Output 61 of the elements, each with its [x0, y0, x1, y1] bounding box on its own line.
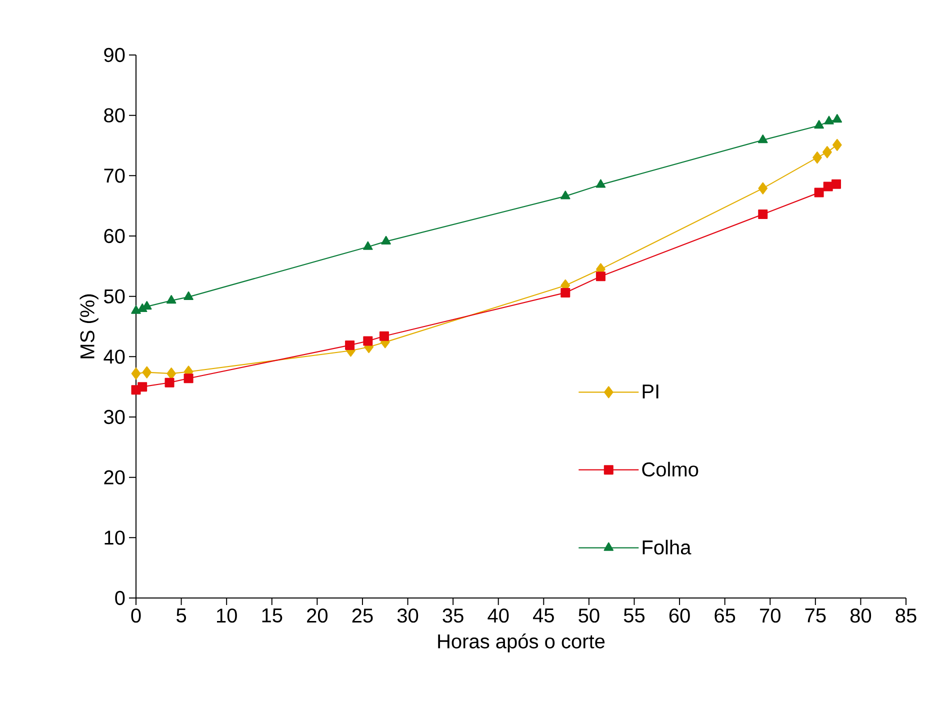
y-tick-label: 70 — [104, 168, 125, 183]
x-tick-label: 45 — [532, 608, 554, 622]
point — [832, 179, 841, 189]
legend-label: Colmo — [642, 462, 698, 477]
x-axis-title: Horas após o corte — [438, 634, 605, 652]
point — [596, 272, 606, 282]
y-tick-label: 0 — [115, 590, 125, 606]
point — [822, 146, 832, 158]
point — [758, 134, 768, 144]
x-tick-label: 0 — [131, 608, 141, 623]
point — [184, 374, 194, 384]
point — [363, 336, 373, 346]
x-tick-label: 65 — [714, 608, 736, 623]
x-tick-label: 85 — [896, 608, 916, 623]
x-tick-label: 70 — [760, 608, 780, 623]
x-tick-label: 5 — [176, 608, 186, 622]
x-tick-label: 55 — [624, 608, 645, 622]
x-tick-label: 50 — [578, 608, 600, 623]
point — [345, 340, 355, 350]
point — [131, 368, 141, 380]
point — [184, 291, 194, 300]
y-axis-title: MS (%) — [80, 294, 98, 358]
point — [812, 152, 822, 164]
point — [138, 382, 148, 392]
legend-label: Folha — [642, 540, 692, 555]
point — [363, 241, 373, 250]
y-tick-label: 90 — [104, 48, 125, 62]
y-tick-label: 50 — [104, 289, 125, 304]
point — [381, 236, 391, 244]
x-tick-label: 35 — [442, 608, 464, 623]
x-tick-label: 25 — [352, 608, 373, 623]
y-tick-label: 20 — [104, 470, 125, 484]
point — [164, 378, 174, 388]
point — [560, 288, 570, 298]
y-tick-label: 40 — [104, 350, 125, 364]
x-tick-label: 30 — [397, 608, 418, 623]
point — [142, 366, 152, 378]
y-tick-label: 10 — [104, 530, 125, 545]
y-tick-label: 80 — [104, 108, 125, 122]
point — [596, 179, 606, 188]
x-tick-label: 15 — [262, 608, 282, 622]
x-tick-label: 75 — [805, 608, 826, 622]
y-tick-label: 60 — [104, 228, 125, 244]
point — [379, 331, 389, 341]
x-tick-label: 20 — [307, 608, 328, 623]
x-tick-label: 40 — [488, 608, 509, 623]
legend-label: PI — [642, 384, 658, 398]
point — [560, 190, 570, 200]
point — [758, 182, 768, 194]
x-tick-label: 60 — [669, 608, 690, 623]
point — [758, 210, 768, 220]
point — [832, 114, 842, 123]
y-tick-label: 30 — [104, 410, 125, 424]
point — [832, 138, 842, 151]
x-tick-label: 10 — [216, 608, 237, 623]
point — [814, 120, 824, 129]
point — [824, 116, 834, 124]
point — [814, 188, 824, 198]
x-tick-label: 80 — [850, 608, 872, 623]
point — [131, 305, 141, 314]
point — [166, 295, 176, 304]
